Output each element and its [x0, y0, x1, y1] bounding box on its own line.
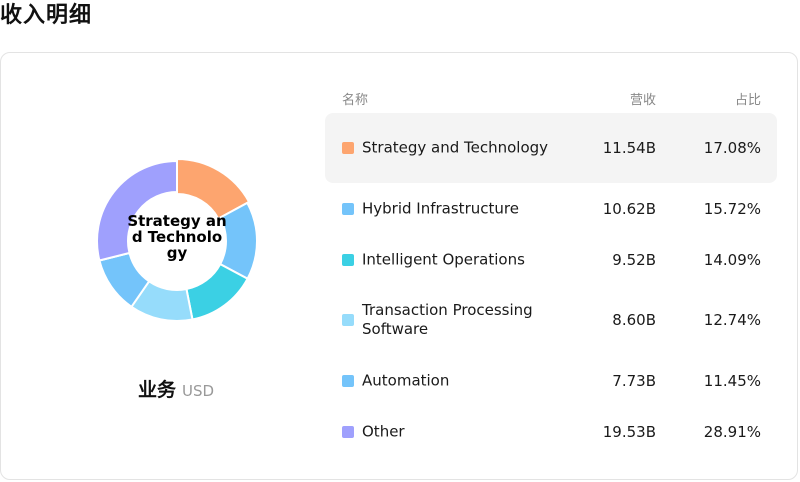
segment-share: 14.09%: [703, 250, 761, 269]
segment-share: 17.08%: [703, 139, 761, 157]
donut-chart: Strategy and Technology: [89, 153, 265, 329]
segment-revenue: 8.60B: [612, 311, 656, 329]
currency-label: USD: [181, 382, 215, 400]
revenue-table: 名称 营收 占比 Strategy and Technology 11.54B …: [325, 81, 777, 457]
legend-swatch: [342, 374, 354, 387]
segment-revenue: 9.52B: [612, 250, 656, 269]
segment-revenue: 11.54B: [602, 139, 656, 157]
segment-name: Transaction Processing Software: [362, 301, 533, 338]
segment-share: 15.72%: [703, 199, 761, 218]
table-row[interactable]: Other 19.53B 28.91%: [325, 406, 777, 457]
legend-swatch: [342, 314, 354, 326]
segment-name: Hybrid Infrastructure: [362, 199, 519, 217]
segment-share: 11.45%: [703, 371, 761, 390]
table-row[interactable]: Intelligent Operations 9.52B 14.09%: [325, 234, 777, 285]
legend-swatch: [342, 202, 354, 215]
table-row[interactable]: Strategy and Technology 11.54B 17.08%: [325, 113, 777, 183]
segment-share: 28.91%: [703, 422, 761, 441]
table-row[interactable]: Hybrid Infrastructure 10.62B 15.72%: [325, 183, 777, 234]
segment-share: 12.74%: [703, 311, 761, 329]
table-row[interactable]: Automation 7.73B 11.45%: [325, 355, 777, 406]
revenue-breakdown-card: Strategy and Technology 业务 USD 名称 营收 占比 S…: [0, 52, 798, 480]
segment-name: Strategy and Technology: [362, 138, 549, 157]
column-header-revenue: 营收: [629, 93, 656, 108]
legend-swatch: [342, 425, 354, 438]
table-header: 名称 营收 占比: [325, 81, 777, 113]
legend-swatch: [342, 253, 354, 266]
segment-revenue: 10.62B: [602, 199, 656, 218]
segment-revenue: 7.73B: [612, 371, 656, 390]
segment-name: Intelligent Operations: [362, 250, 525, 268]
legend-swatch: [342, 142, 354, 154]
table-row[interactable]: Transaction Processing Software 8.60B 12…: [325, 285, 777, 355]
column-header-share: 占比: [734, 93, 761, 108]
donut-slice-other[interactable]: [96, 159, 178, 262]
donut-chart-svg: [96, 157, 258, 322]
donut-slice-strategy-and-technology[interactable]: [176, 157, 251, 220]
page-title: 收入明细: [0, 3, 93, 28]
segment-revenue: 19.53B: [602, 422, 656, 441]
donut-center-label: Strategy and Technology: [127, 212, 227, 262]
segment-name: Automation: [362, 371, 450, 389]
segment-currency-line: 业务 USD: [1, 375, 351, 402]
column-header-name: 名称: [342, 93, 369, 108]
segment-name: Other: [362, 422, 405, 440]
segment-type-label: 业务: [137, 379, 176, 401]
